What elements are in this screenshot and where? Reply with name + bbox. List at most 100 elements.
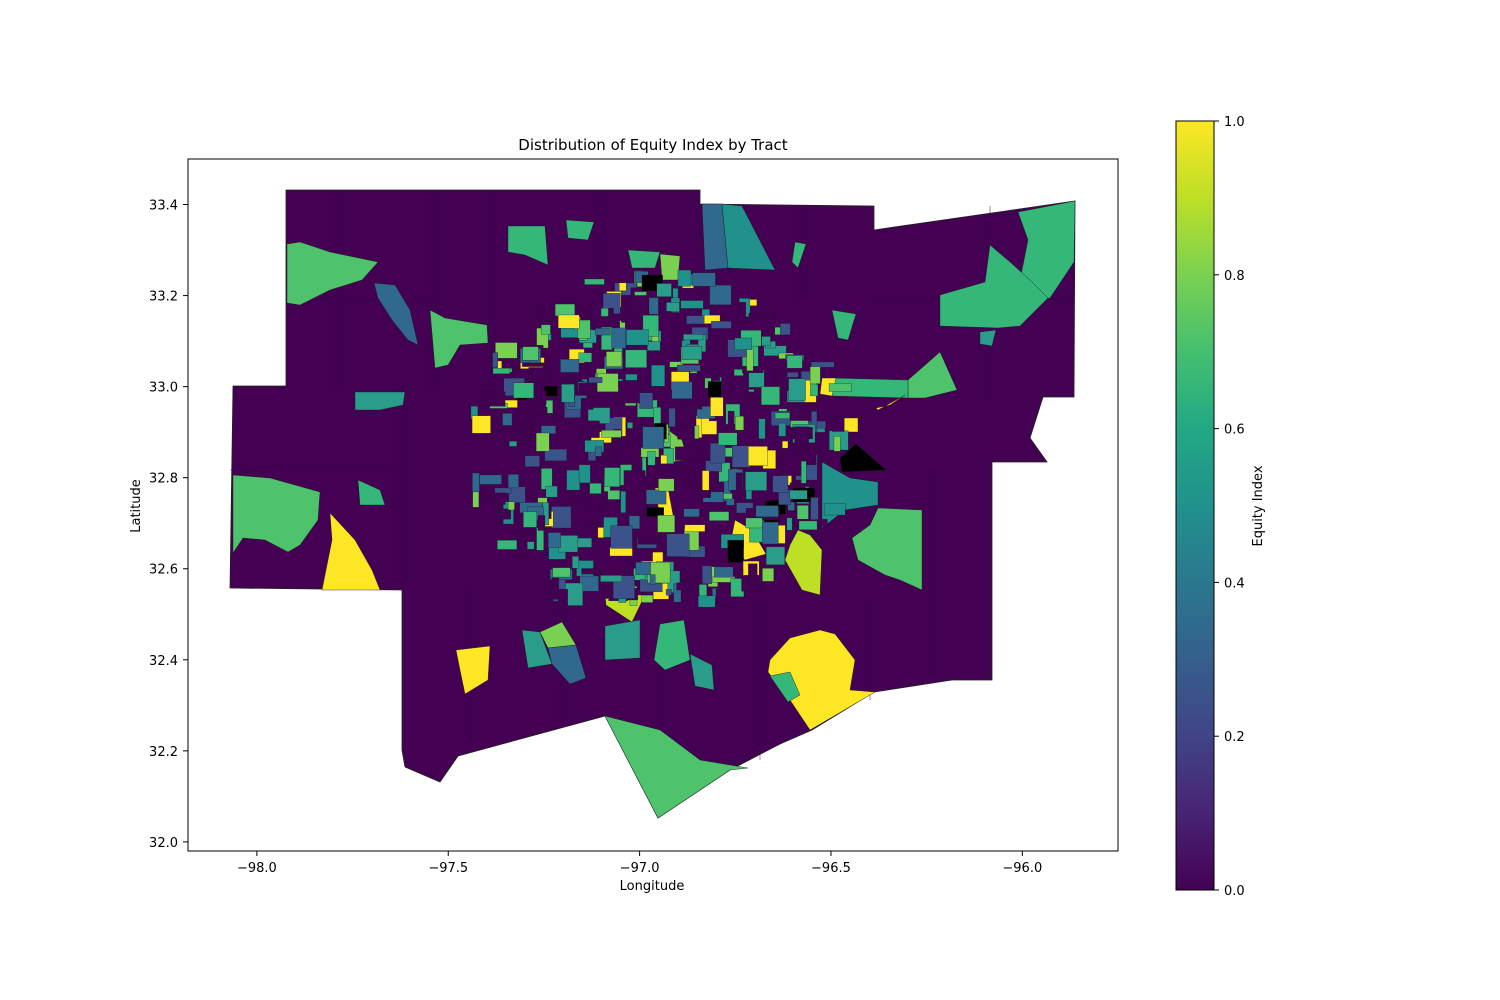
colorbar-ticks: 0.0 0.2 0.4 0.6 0.8 1.0 — [1214, 115, 1245, 899]
x-tick-label: −96.0 — [1002, 861, 1042, 876]
tract — [762, 521, 779, 545]
tract — [583, 420, 600, 438]
tract — [618, 282, 627, 291]
tract — [702, 470, 710, 491]
tract — [794, 426, 809, 444]
tract — [595, 446, 602, 457]
tract — [798, 520, 818, 530]
tract — [604, 467, 620, 487]
tract — [726, 498, 735, 506]
tract — [528, 367, 546, 382]
colorbar-tick-label: 0.4 — [1224, 576, 1245, 591]
tract — [516, 540, 528, 557]
tract — [710, 397, 724, 417]
tract — [786, 355, 803, 369]
tract — [823, 503, 846, 516]
tract — [669, 361, 684, 368]
tract — [809, 366, 821, 384]
tract — [455, 645, 491, 695]
tract — [535, 432, 550, 452]
tract — [588, 377, 603, 383]
tract — [558, 314, 580, 329]
colorbar-tick-label: 0.2 — [1224, 730, 1245, 745]
tract — [708, 511, 730, 521]
tract — [628, 430, 636, 446]
tract — [796, 505, 809, 520]
tract — [657, 515, 675, 533]
tract — [676, 465, 683, 472]
tract — [687, 469, 695, 489]
tract — [630, 548, 653, 562]
tract — [472, 491, 480, 508]
tract — [677, 269, 692, 287]
tract — [625, 295, 649, 315]
tract — [524, 455, 540, 467]
tract — [718, 432, 738, 446]
tract — [851, 507, 923, 591]
tract — [681, 346, 702, 360]
tract — [626, 329, 649, 346]
tract — [479, 474, 502, 485]
tract — [541, 425, 556, 434]
tract — [286, 241, 379, 306]
tract — [787, 372, 799, 378]
tract — [683, 334, 704, 341]
tract — [620, 491, 626, 513]
tract — [755, 505, 779, 518]
tract — [721, 203, 776, 271]
tract — [839, 443, 887, 473]
tract — [715, 588, 735, 607]
tract — [762, 568, 774, 582]
tract — [784, 529, 823, 596]
tract — [595, 328, 611, 336]
tract — [748, 312, 770, 320]
tract — [656, 283, 672, 297]
tract — [545, 485, 558, 498]
tract — [676, 582, 691, 591]
tract — [774, 412, 790, 419]
tract — [875, 394, 906, 411]
tract — [553, 414, 564, 421]
tract — [641, 594, 654, 603]
colorbar-tick-label: 0.6 — [1224, 423, 1245, 438]
x-tick-label: −97.5 — [428, 861, 468, 876]
tract — [711, 321, 732, 329]
tract — [746, 391, 762, 400]
y-axis-label: Latitude — [129, 479, 144, 533]
tract — [647, 451, 656, 466]
tract — [745, 517, 763, 529]
tract — [354, 391, 406, 411]
tract — [601, 430, 622, 438]
tract — [680, 300, 704, 309]
tract — [810, 497, 819, 520]
tract — [521, 629, 553, 669]
tract — [746, 348, 754, 372]
tract — [727, 540, 744, 563]
tract — [321, 512, 381, 591]
tract — [611, 327, 626, 349]
y-tick-label: 32.0 — [149, 836, 178, 851]
tract — [698, 595, 716, 608]
tract — [486, 495, 494, 502]
tract — [782, 440, 789, 449]
tract — [735, 472, 743, 495]
tract — [618, 380, 642, 404]
x-tick-label: −96.5 — [811, 861, 851, 876]
tract — [492, 352, 499, 368]
tract — [745, 471, 767, 491]
tract — [748, 446, 768, 466]
tract — [707, 381, 722, 398]
tract — [666, 533, 690, 557]
tract — [599, 452, 612, 458]
tract — [738, 302, 747, 321]
tract — [558, 588, 568, 612]
tract — [518, 534, 536, 542]
tract — [537, 515, 546, 531]
tract — [572, 556, 579, 569]
x-tick-label: −97.0 — [620, 861, 660, 876]
tract — [789, 490, 808, 500]
tract — [684, 524, 706, 532]
tract — [705, 370, 720, 381]
tract — [232, 474, 321, 554]
